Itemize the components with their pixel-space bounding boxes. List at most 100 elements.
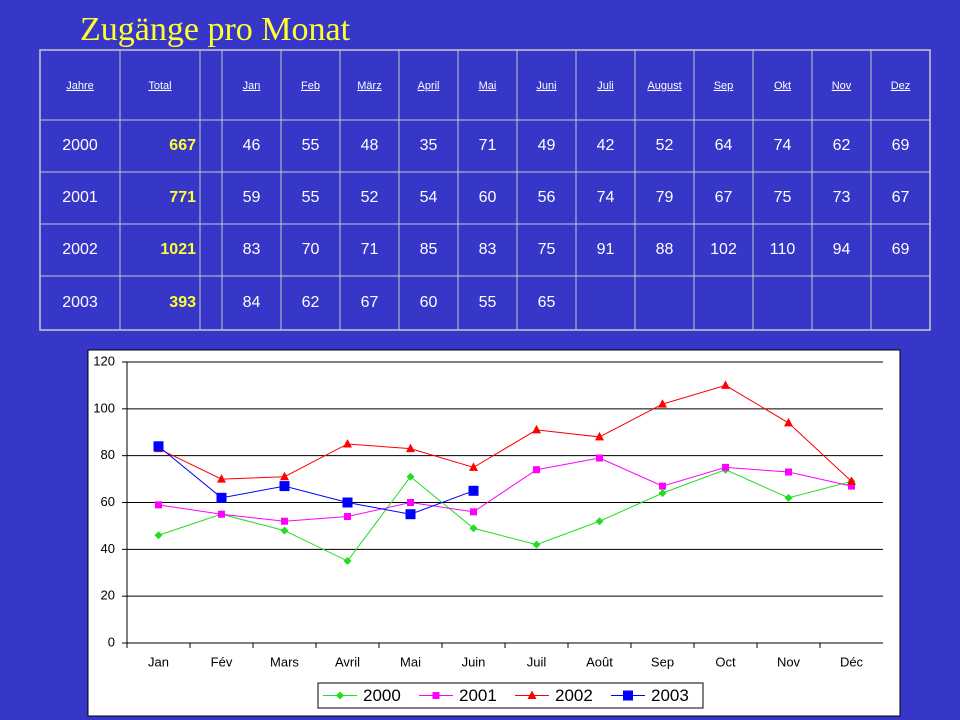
x-tick-label: Avril xyxy=(335,654,360,669)
chart-area xyxy=(87,349,901,717)
table-header: Feb xyxy=(301,80,320,92)
table-cell: 55 xyxy=(302,137,320,154)
table-cell: 75 xyxy=(538,241,556,258)
point xyxy=(343,438,352,448)
table-cell: 48 xyxy=(361,137,379,154)
y-tick-label: 80 xyxy=(101,447,115,462)
table-cell: 67 xyxy=(892,189,910,206)
point xyxy=(468,485,479,496)
table-header: Dez xyxy=(891,80,911,92)
table-cell: 2003 xyxy=(62,294,98,311)
slide-title: Zugänge pro Monat xyxy=(80,11,351,48)
table-cell: 49 xyxy=(538,137,556,154)
table-header: Juni xyxy=(536,80,556,92)
table-cell: 94 xyxy=(833,241,851,258)
table-header: Total xyxy=(148,80,171,92)
table-cell: 75 xyxy=(774,189,792,206)
point xyxy=(721,380,730,389)
table-border xyxy=(39,49,931,331)
point xyxy=(784,493,793,502)
point xyxy=(154,531,163,540)
y-tick-label: 40 xyxy=(101,541,115,556)
table-cell: 60 xyxy=(420,294,438,311)
point xyxy=(217,474,226,483)
point xyxy=(216,492,227,503)
x-tick-label: Mai xyxy=(400,654,421,669)
legend-marker xyxy=(336,691,344,700)
table-total: 771 xyxy=(169,189,196,206)
table-cell: 62 xyxy=(302,294,320,311)
x-tick-label: Mars xyxy=(270,654,299,669)
point xyxy=(281,517,288,525)
point xyxy=(658,489,667,498)
legend-label: 2003 xyxy=(651,686,689,705)
point xyxy=(405,509,416,520)
point xyxy=(406,472,415,481)
point xyxy=(533,466,540,474)
legend-label: 2001 xyxy=(459,686,497,705)
y-tick-label: 60 xyxy=(101,494,115,509)
table-cell: 52 xyxy=(656,137,674,154)
point xyxy=(280,526,289,535)
point xyxy=(406,443,415,453)
point xyxy=(469,462,478,471)
table-cell: 54 xyxy=(420,189,438,206)
legend-marker xyxy=(432,692,440,699)
table-cell: 84 xyxy=(243,294,261,311)
point xyxy=(847,476,856,485)
table-total: 667 xyxy=(169,137,196,154)
table-cell: 62 xyxy=(833,137,851,154)
x-tick-label: Nov xyxy=(777,654,801,669)
table-cell: 67 xyxy=(361,294,379,311)
point xyxy=(722,463,729,471)
table-cell: 56 xyxy=(538,189,556,206)
table-cell: 69 xyxy=(892,241,910,258)
table-header: August xyxy=(647,80,681,92)
table-header: April xyxy=(417,80,439,92)
x-tick-label: Août xyxy=(586,654,613,669)
table-cell: 83 xyxy=(243,241,261,258)
series-line xyxy=(158,384,852,482)
table-cell: 74 xyxy=(774,137,792,154)
table-cell: 67 xyxy=(715,189,733,206)
point xyxy=(470,508,477,516)
table-cell: 55 xyxy=(302,189,320,206)
table-header: Nov xyxy=(832,80,852,92)
x-tick-label: Jan xyxy=(148,654,169,669)
table-cell: 91 xyxy=(597,241,615,258)
table-header: März xyxy=(357,80,381,92)
table-cell: 64 xyxy=(715,137,733,154)
point xyxy=(280,471,289,481)
point xyxy=(784,417,793,427)
legend-marker xyxy=(527,690,537,699)
point xyxy=(848,482,855,490)
point xyxy=(658,399,667,408)
series-line xyxy=(158,457,852,522)
point xyxy=(344,513,351,521)
point xyxy=(343,557,352,566)
table-cell: 79 xyxy=(656,189,674,206)
point xyxy=(596,454,603,462)
table-cell: 52 xyxy=(361,189,379,206)
table-cell: 83 xyxy=(479,241,497,258)
table-cell: 73 xyxy=(833,189,851,206)
table-header: Mai xyxy=(479,80,497,92)
x-tick-label: Déc xyxy=(840,654,864,669)
point xyxy=(659,482,666,490)
table-cell: 65 xyxy=(538,294,556,311)
point xyxy=(342,497,353,508)
legend-marker xyxy=(623,690,633,701)
table-total: 393 xyxy=(169,294,196,311)
table-cell: 102 xyxy=(710,241,737,258)
table-cell: 59 xyxy=(243,189,261,206)
table-header: Jan xyxy=(243,80,261,92)
table-cell: 42 xyxy=(597,137,615,154)
x-tick-label: Fév xyxy=(211,654,233,669)
table-header: Juli xyxy=(597,80,614,92)
point xyxy=(595,517,604,526)
table-cell: 70 xyxy=(302,241,320,258)
table-header: Jahre xyxy=(66,80,94,92)
point xyxy=(153,441,164,452)
